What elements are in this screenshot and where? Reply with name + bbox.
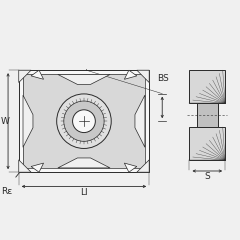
Circle shape — [64, 101, 104, 141]
Polygon shape — [19, 70, 31, 83]
Text: BS: BS — [157, 74, 169, 83]
Bar — [190, 127, 225, 160]
Polygon shape — [23, 95, 33, 147]
Polygon shape — [135, 95, 145, 147]
Bar — [190, 70, 225, 103]
Polygon shape — [31, 70, 44, 79]
Bar — [197, 103, 218, 127]
Polygon shape — [58, 74, 110, 84]
Text: LI: LI — [80, 188, 88, 197]
Text: W: W — [1, 117, 10, 126]
Bar — [23, 74, 145, 168]
Polygon shape — [124, 70, 137, 79]
Text: Rε: Rε — [1, 187, 12, 196]
Bar — [23, 74, 145, 168]
Polygon shape — [137, 160, 149, 172]
Polygon shape — [31, 163, 44, 172]
Polygon shape — [19, 160, 31, 172]
Polygon shape — [124, 163, 137, 172]
Polygon shape — [58, 158, 110, 168]
Circle shape — [57, 94, 111, 149]
Polygon shape — [137, 70, 149, 83]
Text: S: S — [204, 172, 210, 181]
Circle shape — [72, 110, 95, 132]
Bar — [19, 70, 149, 172]
